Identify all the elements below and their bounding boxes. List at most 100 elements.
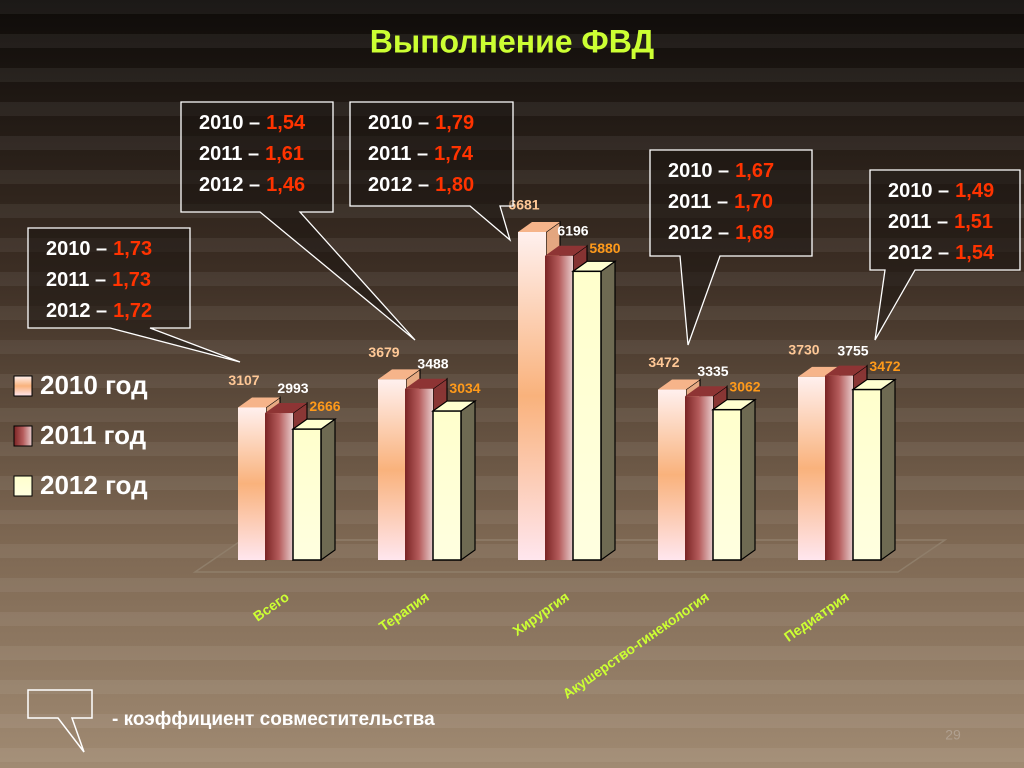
bar-top (545, 245, 587, 256)
bar-top (378, 369, 420, 380)
callout-line: 2010 – 1,49 (888, 180, 994, 202)
bar (405, 388, 433, 560)
callout-value: 1,61 (265, 143, 304, 165)
bar-top (825, 365, 867, 376)
callout-year: 2012 – (668, 222, 729, 244)
value-label: 3679 (368, 344, 399, 360)
bar-side (600, 260, 616, 562)
callout-line: 2011 – 1,70 (668, 191, 773, 213)
callout-line: 2012 – 1,69 (668, 222, 774, 244)
bar-top (658, 379, 700, 390)
callout-year: 2012 – (46, 300, 107, 322)
value-label: 6681 (508, 197, 539, 213)
callout-year: 2010 – (668, 160, 729, 182)
value-label: 5880 (589, 240, 620, 256)
legend-label: 2010 год (40, 370, 148, 400)
callout-value: 1,46 (266, 174, 305, 196)
callout-year: 2011 – (668, 191, 728, 213)
bar (432, 410, 462, 561)
callout-year: 2010 – (888, 180, 949, 202)
bar-top (518, 222, 560, 232)
value-label: 3062 (729, 378, 760, 394)
page-number: 29 (945, 727, 961, 743)
callout-year: 2012 – (368, 174, 429, 196)
footnote: - коэффициент совместительства (112, 709, 435, 730)
value-label: 3755 (837, 342, 868, 358)
callout-line: 2011 – 1,61 (199, 143, 304, 165)
bar (572, 270, 602, 561)
callout-year: 2011 – (368, 143, 428, 165)
callout-line: 2010 – 1,79 (368, 112, 474, 134)
callout-box (27, 227, 241, 363)
callout-line: 2011 – 1,73 (46, 269, 151, 291)
callout-box (180, 101, 416, 341)
bar (265, 413, 293, 560)
value-label: 3488 (417, 355, 448, 371)
callout-year: 2010 – (199, 112, 260, 134)
bar-top (238, 397, 280, 408)
callout-box (869, 169, 1021, 341)
bar (545, 255, 573, 561)
callout-value: 1,79 (435, 112, 474, 134)
callout-box (349, 101, 514, 242)
bar-side (320, 417, 336, 562)
value-label: 3730 (788, 342, 819, 358)
callout-line: 2010 – 1,73 (46, 238, 152, 260)
floor (192, 539, 948, 573)
callout-line: 2012 – 1,80 (368, 174, 474, 196)
bar (685, 396, 713, 560)
callout-value: 1,80 (435, 174, 474, 196)
footnote-callout-icon (27, 689, 93, 753)
bar-side (460, 399, 476, 562)
legend-swatch (13, 425, 33, 447)
bar (238, 407, 266, 560)
chart-title: Выполнение ФВД (370, 23, 655, 59)
callout-value: 1,73 (112, 269, 151, 291)
bar (798, 376, 826, 560)
bar-top (265, 403, 307, 414)
legend-swatch (13, 475, 33, 497)
callout-value: 1,51 (954, 211, 993, 233)
callout-line: 2010 – 1,54 (199, 112, 306, 134)
callout-line: 2011 – 1,51 (888, 211, 993, 233)
callout-year: 2010 – (46, 238, 107, 260)
bar (518, 232, 546, 560)
callout-line: 2012 – 1,72 (46, 300, 152, 322)
legend-label: 2011 год (40, 420, 147, 450)
value-label: 3472 (869, 358, 900, 374)
value-label: 3034 (449, 380, 480, 396)
bar (378, 379, 406, 560)
value-label: 2993 (277, 380, 308, 396)
callout-year: 2012 – (199, 174, 260, 196)
callout-line: 2012 – 1,54 (888, 242, 995, 264)
callout-year: 2011 – (199, 143, 259, 165)
callout-year: 2012 – (888, 242, 949, 264)
bar (658, 389, 686, 560)
bar (292, 428, 322, 561)
bar-top (685, 386, 727, 397)
bar-top (405, 378, 447, 389)
value-label: 3107 (228, 372, 259, 388)
legend-label: 2012 год (40, 470, 148, 500)
callout-value: 1,69 (735, 222, 774, 244)
value-label: 6196 (557, 223, 588, 239)
callout-value: 1,74 (434, 143, 474, 165)
value-label: 3472 (648, 354, 679, 370)
bar-side (880, 378, 896, 562)
legend-swatch (13, 375, 33, 397)
callout-line: 2011 – 1,74 (368, 143, 474, 165)
callout-value: 1,54 (955, 242, 995, 264)
callout-year: 2010 – (368, 112, 429, 134)
value-label: 2666 (309, 398, 340, 414)
callout-value: 1,49 (955, 180, 994, 202)
bar (852, 388, 882, 561)
callout-value: 1,54 (266, 112, 306, 134)
callout-year: 2011 – (46, 269, 106, 291)
callout-line: 2012 – 1,46 (199, 174, 305, 196)
callout-value: 1,67 (735, 160, 774, 182)
bar (825, 375, 853, 560)
callout-value: 1,72 (113, 300, 152, 322)
callout-year: 2011 – (888, 211, 948, 233)
callout-value: 1,73 (113, 238, 152, 260)
